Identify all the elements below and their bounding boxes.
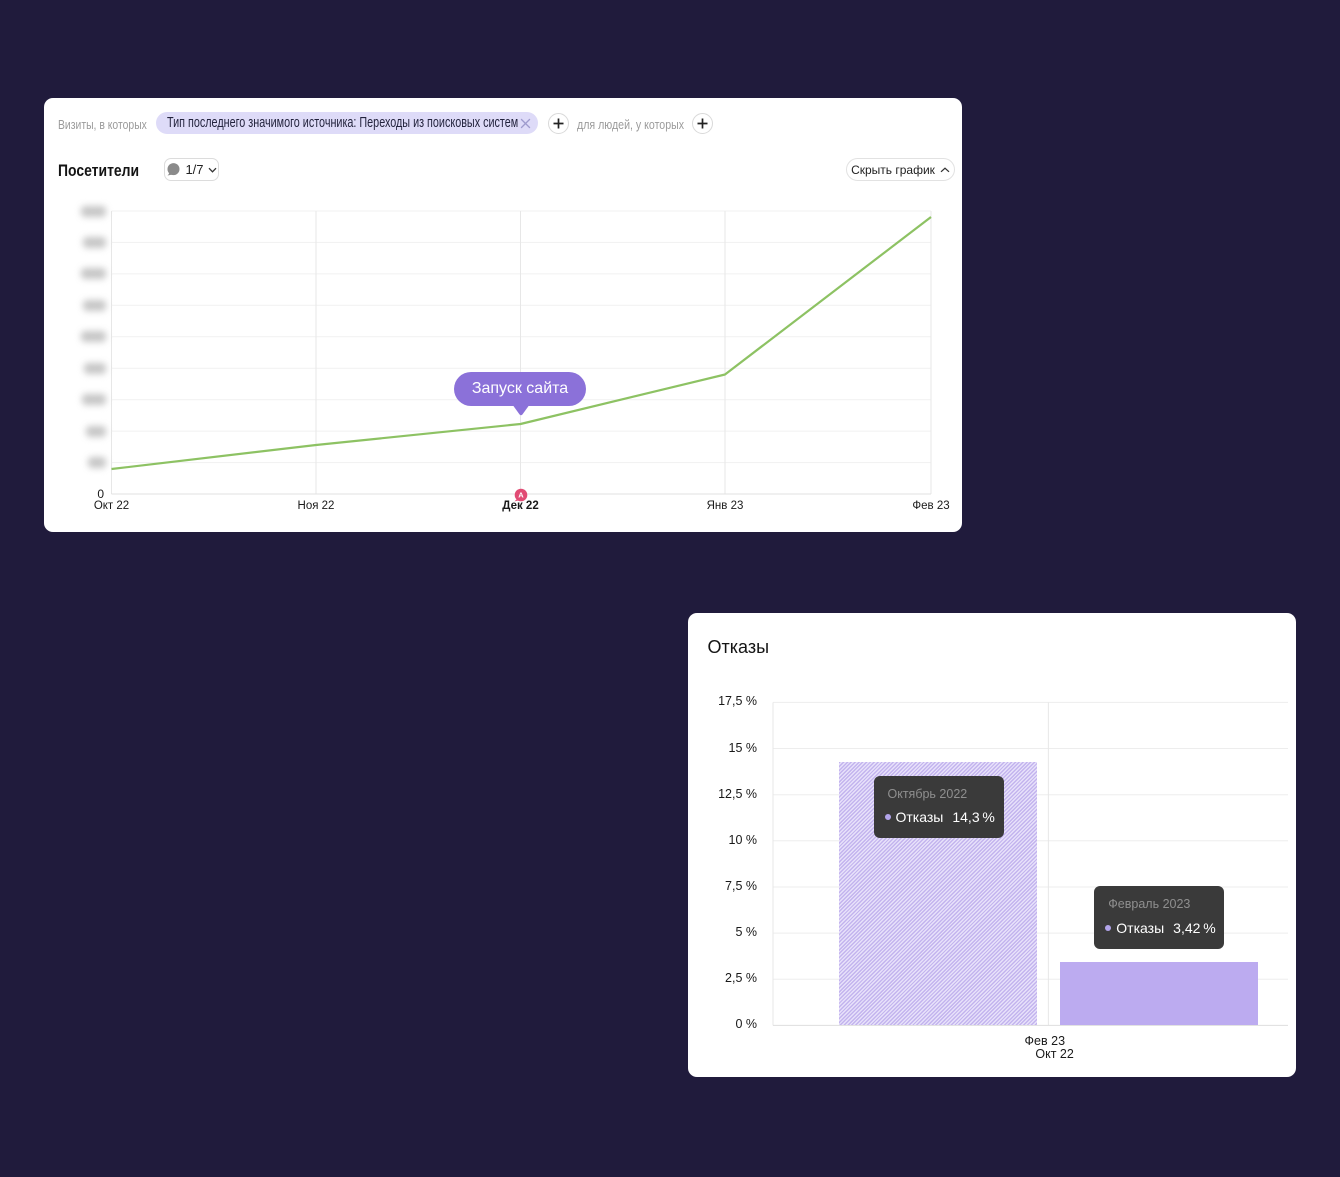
svg-text:A: A (518, 491, 524, 500)
